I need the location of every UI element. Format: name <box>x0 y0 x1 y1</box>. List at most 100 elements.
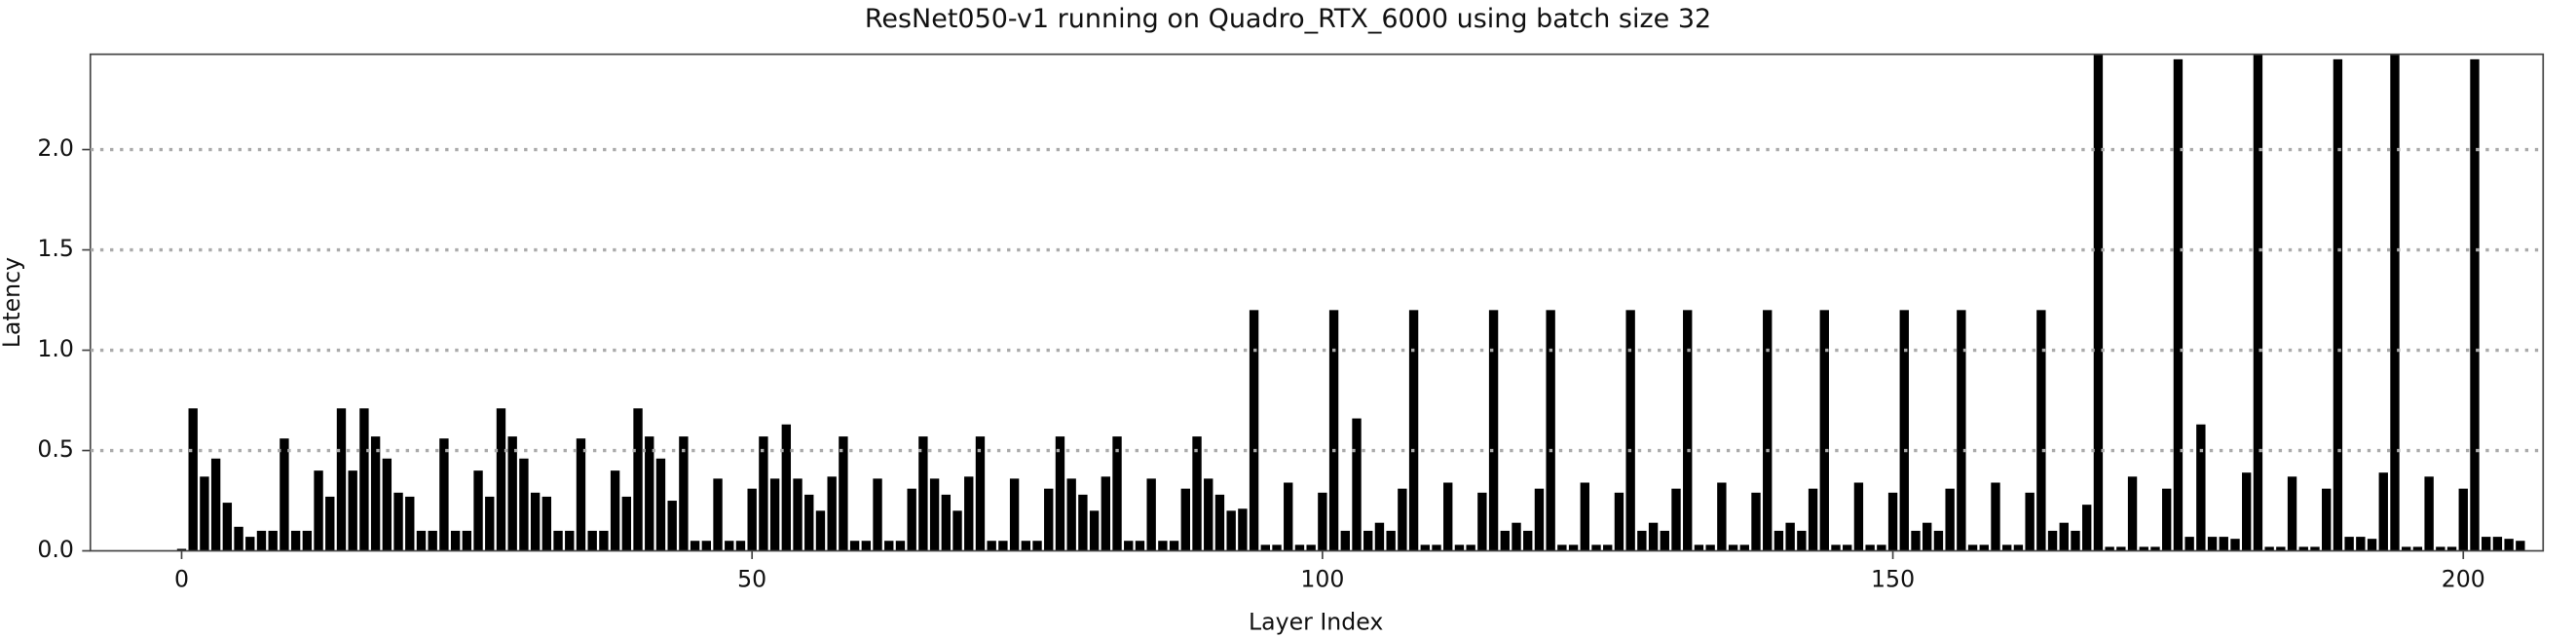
bar <box>2446 546 2457 551</box>
bar <box>907 488 916 551</box>
bar <box>280 438 289 551</box>
bar <box>1979 544 1989 551</box>
bar <box>884 541 894 551</box>
bar <box>987 541 996 551</box>
bar <box>713 478 723 551</box>
bar <box>1420 544 1430 551</box>
x-tick-label: 50 <box>737 565 766 592</box>
y-tick-label: 1.5 <box>37 235 74 262</box>
bar <box>576 438 586 551</box>
bar <box>1751 492 1761 551</box>
bar <box>2436 546 2445 551</box>
bar <box>1991 482 2000 551</box>
bar <box>314 470 323 551</box>
bar <box>416 530 427 551</box>
bar <box>541 496 552 551</box>
bar <box>929 478 940 551</box>
bar <box>2013 544 2024 551</box>
bar <box>747 488 757 551</box>
bar <box>1580 482 1589 551</box>
bar <box>176 548 187 551</box>
bar <box>1785 522 1795 551</box>
bar <box>1739 544 1749 551</box>
bar <box>1648 522 1659 551</box>
bar <box>2162 488 2172 551</box>
bar <box>2219 537 2228 551</box>
bar <box>496 408 506 551</box>
bar <box>336 408 347 551</box>
bar <box>781 424 792 551</box>
y-tick-label: 1.0 <box>37 335 74 362</box>
bar <box>1124 541 1134 551</box>
bar <box>1101 476 1110 551</box>
bar <box>1009 478 1020 551</box>
bar <box>565 530 575 551</box>
bar <box>382 458 392 551</box>
bar <box>610 470 620 551</box>
bar <box>655 458 666 551</box>
bar <box>2059 522 2069 551</box>
bar <box>473 470 483 551</box>
bar <box>2402 546 2411 551</box>
bar <box>1831 544 1841 551</box>
bar <box>1660 530 1669 551</box>
bar <box>1192 436 1202 551</box>
bar <box>2310 546 2320 551</box>
bar <box>2287 476 2297 551</box>
bar <box>2127 476 2138 551</box>
bar <box>1158 541 1168 551</box>
bar <box>621 496 632 551</box>
bar <box>815 510 826 551</box>
bar <box>1306 544 1316 551</box>
y-axis-label: Latency <box>0 257 25 348</box>
bar <box>1773 530 1784 551</box>
bar <box>2390 54 2400 551</box>
bar <box>2253 54 2263 551</box>
bar <box>1454 544 1465 551</box>
bar <box>2093 54 2104 551</box>
bar <box>1603 544 1613 551</box>
bar <box>1284 482 1293 551</box>
bar <box>1614 492 1624 551</box>
bar <box>849 541 860 551</box>
bar <box>1032 541 1042 551</box>
bar <box>1877 544 1886 551</box>
bar <box>1294 544 1305 551</box>
bar <box>462 530 472 551</box>
x-tick-label: 150 <box>1871 565 1915 592</box>
bar <box>1728 544 1738 551</box>
bar <box>759 436 768 551</box>
bar <box>2378 472 2388 551</box>
bar <box>725 541 734 551</box>
bar <box>325 496 335 551</box>
bar <box>1214 494 1225 551</box>
bar <box>679 436 689 551</box>
bar <box>1967 544 1978 551</box>
bar <box>2002 544 2012 551</box>
bar <box>439 438 449 551</box>
bar <box>1021 541 1031 551</box>
bar <box>1386 530 1396 551</box>
bar <box>530 492 541 551</box>
x-tick-label: 100 <box>1300 565 1344 592</box>
bars <box>176 54 2525 551</box>
bar <box>2150 546 2160 551</box>
bar <box>256 530 267 551</box>
bar <box>2082 505 2092 551</box>
bar <box>1763 310 1773 551</box>
bar <box>234 526 243 551</box>
bar <box>1512 522 1521 551</box>
bar <box>2207 537 2218 551</box>
bar <box>1923 522 1932 551</box>
bar <box>1534 488 1545 551</box>
bar <box>188 408 198 551</box>
bar <box>804 494 814 551</box>
bar <box>2482 537 2491 551</box>
bar <box>519 458 529 551</box>
bar <box>1557 544 1567 551</box>
bar <box>1466 544 1475 551</box>
bar <box>2298 546 2308 551</box>
bar <box>2230 539 2240 551</box>
